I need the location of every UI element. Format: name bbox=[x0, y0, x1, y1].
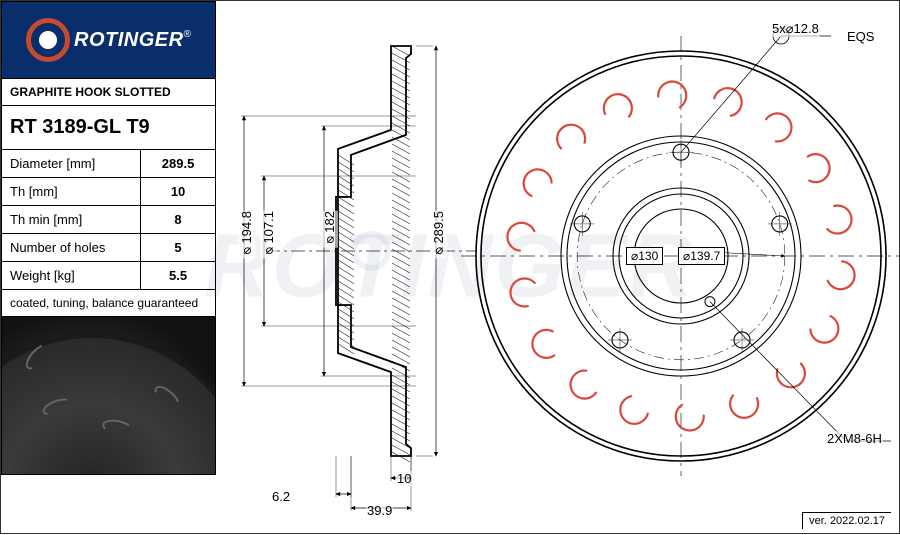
logo-ring-icon bbox=[26, 18, 70, 62]
callout-bolt-pattern: 5x⌀12.8 bbox=[771, 21, 820, 37]
technical-drawing: ⌀194.8 ⌀107.1 ⌀182 ⌀289.5 10 6.2 39.9 5x… bbox=[226, 1, 899, 533]
dim-offset: 6.2 bbox=[271, 489, 291, 504]
spec-label: Diameter [mm] bbox=[2, 150, 141, 178]
table-row: Th [mm]10 bbox=[2, 178, 216, 206]
table-row: Number of holes5 bbox=[2, 234, 216, 262]
spec-value: 8 bbox=[141, 206, 216, 234]
spec-label: Th [mm] bbox=[2, 178, 141, 206]
dim-hub-depth: 39.9 bbox=[366, 503, 393, 518]
spec-note: coated, tuning, balance guaranteed bbox=[1, 290, 216, 317]
dim-182: ⌀182 bbox=[321, 211, 338, 248]
product-photo bbox=[1, 317, 216, 475]
spec-panel: ROTINGER® GRAPHITE HOOK SLOTTED RT 3189-… bbox=[1, 1, 216, 475]
spec-label: Weight [kg] bbox=[2, 262, 141, 290]
spec-table: Diameter [mm]289.5Th [mm]10Th min [mm]8N… bbox=[1, 150, 216, 290]
table-row: Diameter [mm]289.5 bbox=[2, 150, 216, 178]
spec-value: 5 bbox=[141, 234, 216, 262]
brand-logo: ROTINGER® bbox=[1, 1, 216, 79]
registered-mark: ® bbox=[184, 29, 191, 40]
dim-center-bore: ⌀130 bbox=[626, 247, 663, 265]
callout-eqs: EQS bbox=[846, 29, 875, 44]
spec-value: 289.5 bbox=[141, 150, 216, 178]
dim-289-5: ⌀289.5 bbox=[430, 211, 447, 259]
spec-value: 10 bbox=[141, 178, 216, 206]
dim-pcd: ⌀139.7 bbox=[678, 247, 725, 265]
spec-value: 5.5 bbox=[141, 262, 216, 290]
table-row: Weight [kg]5.5 bbox=[2, 262, 216, 290]
part-number: RT 3189-GL T9 bbox=[1, 106, 216, 150]
table-row: Th min [mm]8 bbox=[2, 206, 216, 234]
spec-label: Th min [mm] bbox=[2, 206, 141, 234]
spec-label: Number of holes bbox=[2, 234, 141, 262]
dim-thickness: 10 bbox=[396, 471, 412, 486]
product-subtitle: GRAPHITE HOOK SLOTTED bbox=[1, 79, 216, 106]
dim-194-8: ⌀194.8 bbox=[238, 211, 255, 259]
brand-name: ROTINGER bbox=[74, 29, 184, 51]
callout-thread: 2XM8-6H bbox=[826, 431, 883, 446]
dim-107-1: ⌀107.1 bbox=[260, 211, 277, 259]
